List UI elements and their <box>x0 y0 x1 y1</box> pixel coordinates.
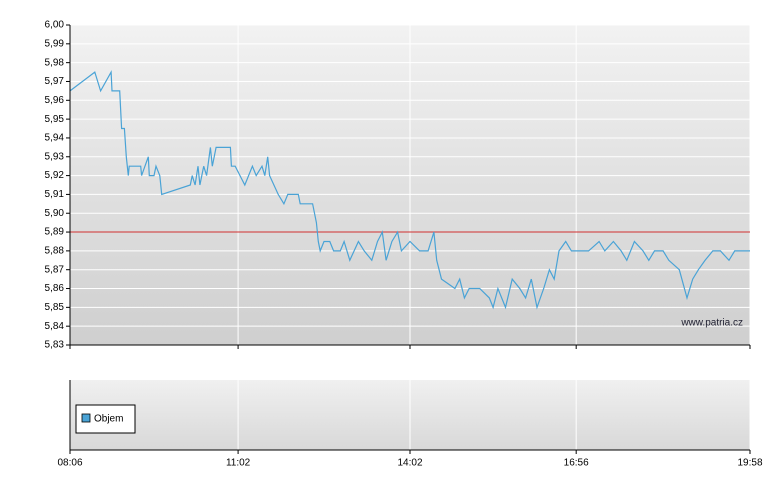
x-tick-label: 14:02 <box>397 458 422 469</box>
y-tick-label: 5,99 <box>45 38 65 49</box>
x-tick-label: 16:56 <box>564 458 589 469</box>
y-tick-label: 5,98 <box>45 57 65 68</box>
legend-label: Objem <box>94 414 123 425</box>
y-tick-label: 5,93 <box>45 151 65 162</box>
legend-swatch <box>81 413 91 423</box>
y-tick-label: 5,95 <box>45 114 65 125</box>
y-tick-label: 5,88 <box>45 246 65 257</box>
price-line <box>69 69 750 310</box>
y-tick-label: 5,86 <box>45 283 65 294</box>
y-tick-label: 6,00 <box>45 20 65 31</box>
y-tick-label: 5,94 <box>45 133 65 144</box>
x-tick-label: 08:06 <box>57 458 82 469</box>
y-tick-label: 5,83 <box>45 340 65 351</box>
y-tick-label: 5,85 <box>45 302 65 313</box>
x-tick-label: 19:58 <box>737 458 762 469</box>
y-tick-label: 5,84 <box>45 321 65 332</box>
x-tick-label: 11:02 <box>226 458 251 469</box>
y-tick-label: 5,91 <box>45 189 65 200</box>
watermark: www.patria.cz <box>680 318 743 329</box>
y-tick-label: 5,96 <box>45 95 65 106</box>
y-tick-label: 5,97 <box>45 76 65 87</box>
y-tick-label: 5,87 <box>45 264 65 275</box>
y-tick-label: 5,89 <box>45 227 65 238</box>
y-tick-label: 5,90 <box>45 208 65 219</box>
y-tick-label: 5,92 <box>45 170 65 181</box>
